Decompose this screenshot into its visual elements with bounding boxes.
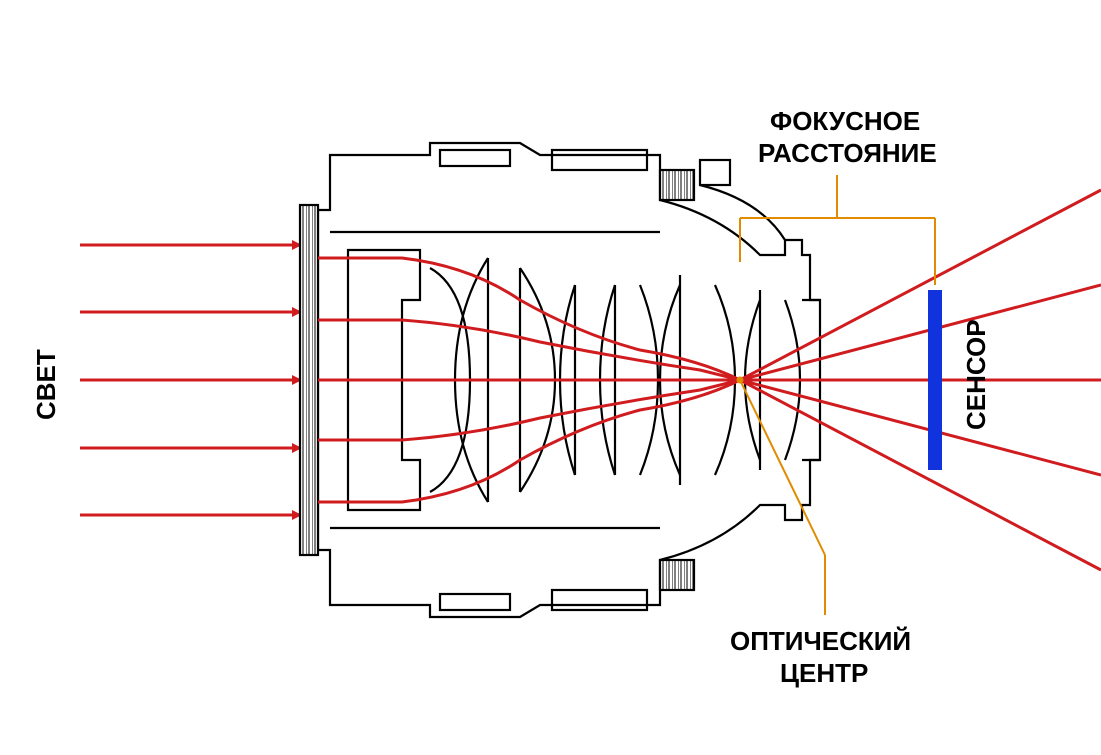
sensor-bar (928, 290, 942, 470)
optical-center-dot (737, 377, 744, 384)
focal-bracket (740, 175, 935, 285)
label-focal-1: ФОКУСНОЕ (770, 106, 920, 136)
optical-center-pointer (740, 380, 825, 615)
label-optical-center-2: ЦЕНТР (780, 658, 868, 688)
label-sensor: СЕНСОР (961, 319, 991, 430)
label-light: СВЕТ (31, 349, 61, 420)
light-arrows (80, 245, 300, 515)
label-focal-2: РАССТОЯНИЕ (758, 138, 937, 168)
label-optical-center-1: ОПТИЧЕСКИЙ (730, 626, 911, 656)
